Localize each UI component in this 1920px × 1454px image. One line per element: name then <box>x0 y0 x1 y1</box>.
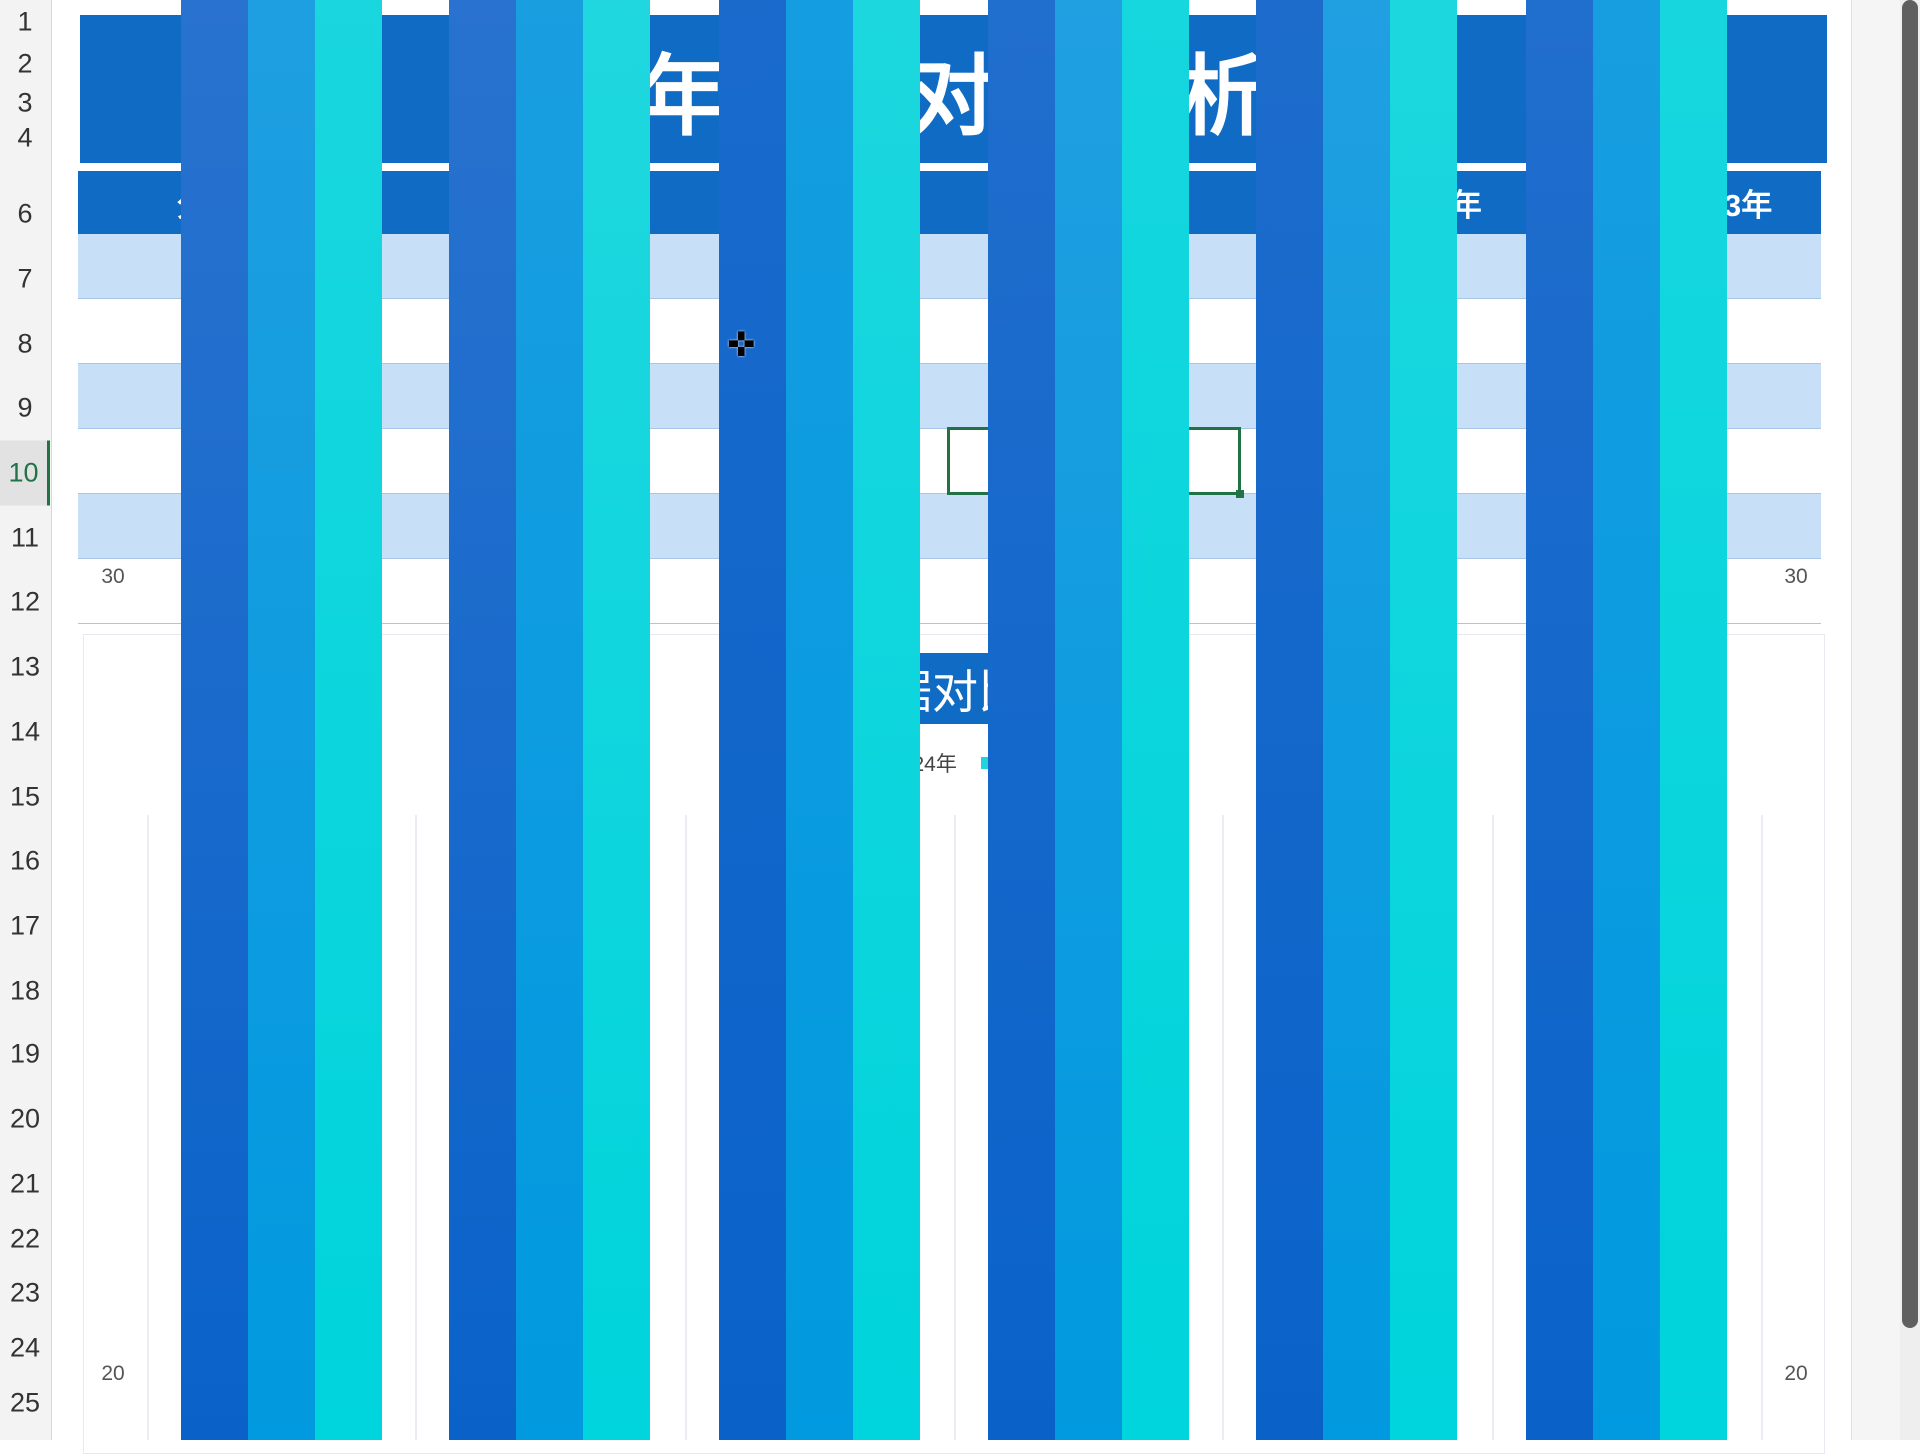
bar-2025年 <box>583 0 650 1440</box>
row-number[interactable]: 1 <box>17 6 33 37</box>
row-number[interactable]: 24 <box>9 1332 41 1363</box>
row-number[interactable]: 2 <box>17 48 33 79</box>
row-number[interactable]: 18 <box>9 975 41 1006</box>
y-tick-right: 30 <box>1784 565 1807 588</box>
bar-2023年 <box>181 0 248 1440</box>
row-number[interactable]: 9 <box>17 392 33 423</box>
bar-2024年 <box>1323 0 1390 1440</box>
row-number[interactable]: 22 <box>9 1223 41 1254</box>
row-header-column: 1 2 3 4 6 7 8 9 10 11 12 13 14 15 16 17 18 19 20 21 22 23 24 25 <box>0 0 52 1440</box>
row-number[interactable]: 8 <box>17 328 33 359</box>
bar-2025年 <box>1390 0 1457 1440</box>
row-number[interactable]: 17 <box>9 910 41 941</box>
row-number[interactable]: 10 <box>0 440 50 506</box>
y-tick-right: 20 <box>1784 1362 1807 1385</box>
row-number[interactable]: 3 <box>17 87 33 118</box>
row-number[interactable]: 13 <box>9 651 41 682</box>
row-number[interactable]: 21 <box>9 1168 41 1199</box>
bar-2025年 <box>853 0 920 1440</box>
bar-2023年 <box>1526 0 1593 1440</box>
row-number[interactable]: 16 <box>9 845 41 876</box>
row-number[interactable]: 23 <box>9 1277 41 1308</box>
row-number[interactable]: 14 <box>9 716 41 747</box>
bar-2025年 <box>1122 0 1189 1440</box>
row-number[interactable]: 25 <box>9 1387 41 1418</box>
sheet-margin <box>1851 0 1900 1440</box>
row-number[interactable]: 6 <box>17 198 33 229</box>
row-number[interactable]: 11 <box>10 522 40 553</box>
cell-cursor-icon: ✜ <box>727 326 756 364</box>
bar-2024年 <box>248 0 315 1440</box>
row-number[interactable]: 7 <box>17 263 33 294</box>
scrollbar-thumb[interactable] <box>1902 0 1918 1328</box>
bar-2024年 <box>516 0 583 1440</box>
bar-2023年 <box>988 0 1055 1440</box>
bar-2023年 <box>1256 0 1323 1440</box>
bar-2025年 <box>315 0 382 1440</box>
bar-2023年 <box>719 0 786 1440</box>
row-number[interactable]: 20 <box>9 1103 41 1134</box>
row-number[interactable]: 4 <box>17 122 33 153</box>
bar-2024年 <box>786 0 853 1440</box>
row-number[interactable]: 19 <box>9 1038 41 1069</box>
y-tick-left: 30 <box>101 565 124 588</box>
row-number[interactable]: 15 <box>9 781 41 812</box>
row-number[interactable]: 12 <box>9 586 41 617</box>
y-tick-left: 20 <box>101 1362 124 1385</box>
bar-2024年 <box>1055 0 1122 1440</box>
bar-2024年 <box>1593 0 1660 1440</box>
bar-2025年 <box>1660 0 1727 1440</box>
bar-2023年 <box>449 0 516 1440</box>
